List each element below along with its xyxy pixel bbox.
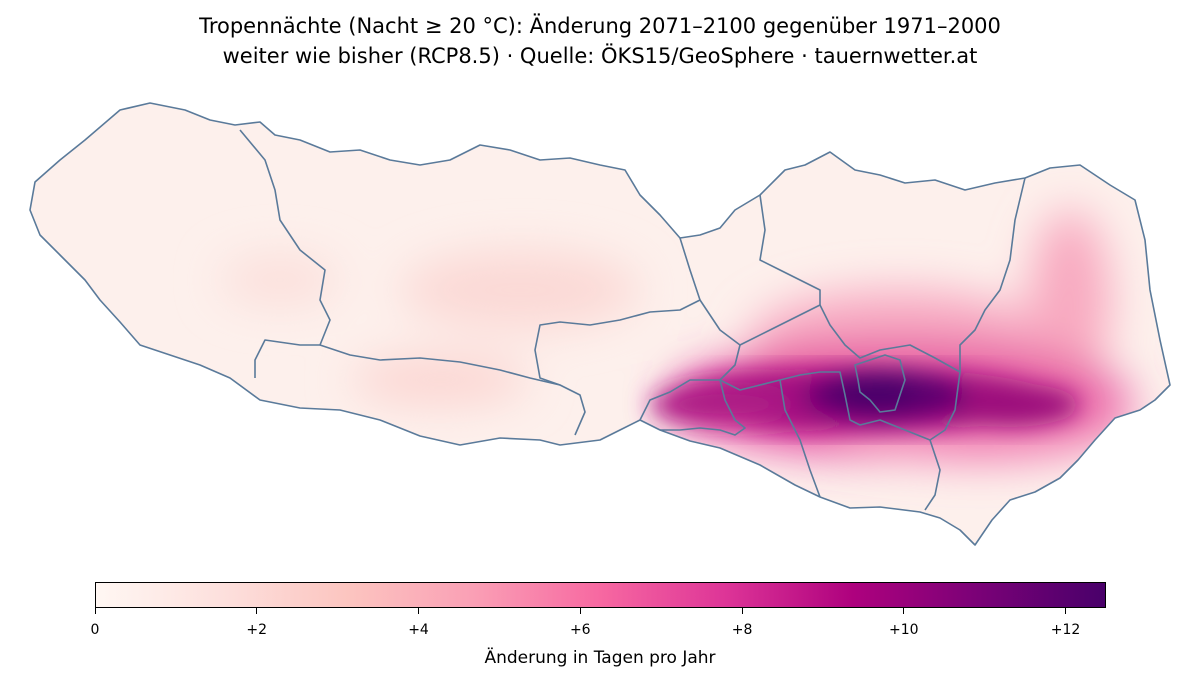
district-border-vk xyxy=(924,439,941,511)
state-outline xyxy=(29,102,1171,546)
colorbar-tick xyxy=(418,608,420,614)
colorbar-tick xyxy=(256,608,258,614)
colorbar-tick xyxy=(1065,608,1067,614)
colorbar-tick-label: +6 xyxy=(569,622,591,638)
colorbar xyxy=(95,582,1106,608)
district-border-wolfsberg xyxy=(959,177,1026,372)
heat-field xyxy=(30,103,1170,545)
colorbar-tick xyxy=(579,608,581,614)
colorbar-tick-label: +4 xyxy=(408,622,429,638)
colorbar-tick xyxy=(741,608,743,614)
colorbar-label: Änderung in Tagen pro Jahr xyxy=(484,648,716,668)
colorbar-tick-label: +2 xyxy=(246,622,268,638)
colorbar-tick-label: +12 xyxy=(1050,622,1081,638)
district-border-spittal-south xyxy=(319,344,586,436)
district-border-rosental xyxy=(779,379,821,498)
district-border-villach xyxy=(534,237,701,386)
district-border-klagenfurt-land xyxy=(719,371,961,441)
map-subtitle: weiter wie bisher (RCP8.5) · Quelle: ÖKS… xyxy=(222,44,978,68)
map-title: Tropennächte (Nacht ≥ 20 °C): Änderung 2… xyxy=(199,14,1001,38)
district-border-klagenfurt-city xyxy=(854,354,906,413)
district-border-south-lake xyxy=(660,379,746,436)
colorbar-tick-label: +10 xyxy=(889,622,919,638)
colorbar-tick xyxy=(94,608,96,614)
district-border-west xyxy=(239,129,331,378)
district-border-stveit xyxy=(739,304,961,373)
district-border-north xyxy=(759,194,821,305)
colorbar-tick xyxy=(903,608,905,614)
colorbar-tick-label: 0 xyxy=(90,622,100,638)
district-borders xyxy=(29,102,1171,546)
colorbar-tick-label: +8 xyxy=(731,622,753,638)
